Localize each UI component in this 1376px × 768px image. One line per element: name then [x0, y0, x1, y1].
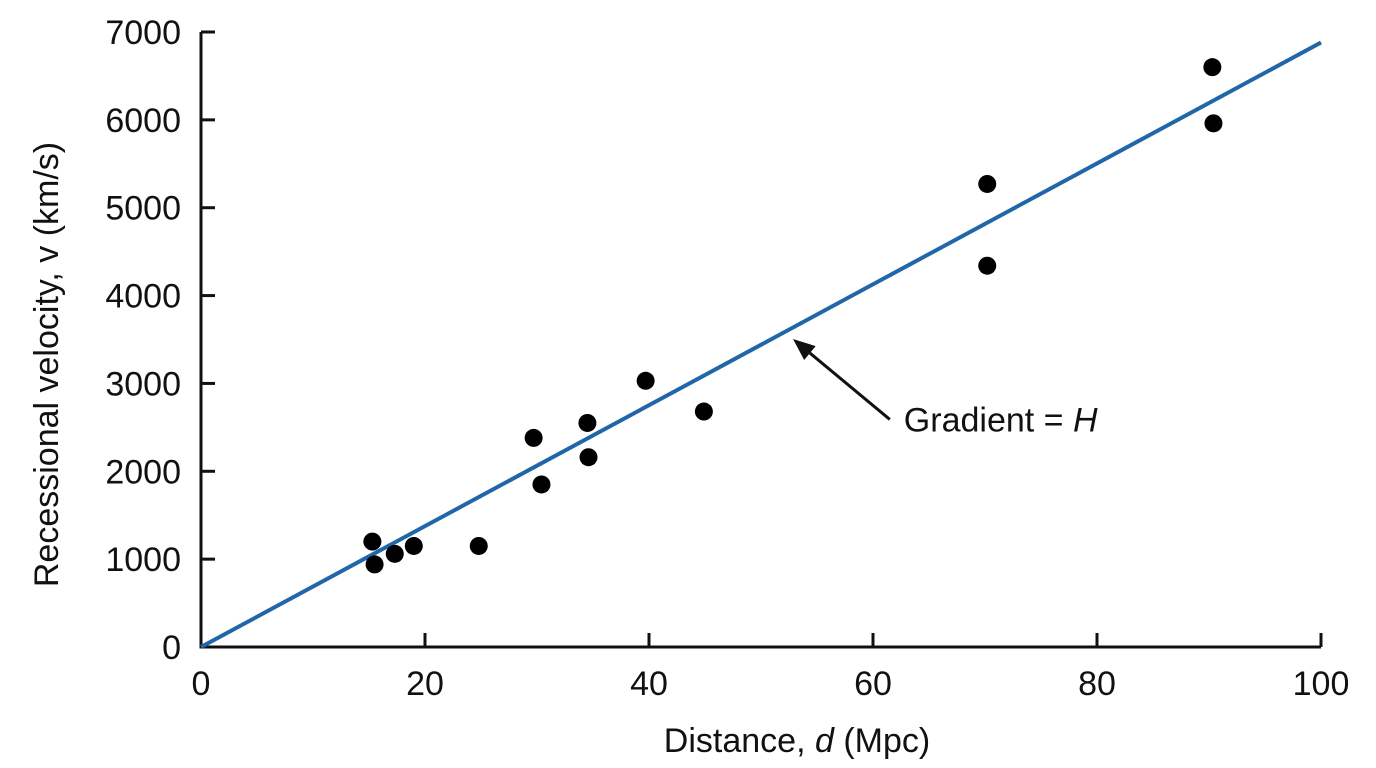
data-point [363, 532, 382, 551]
x-axis-title-suffix: (Mpc) [834, 722, 930, 760]
x-axis-title: Distance, d (Mpc) [664, 722, 930, 760]
data-point [365, 555, 384, 574]
data-point [978, 174, 997, 193]
y-tick-label: 6000 [105, 102, 181, 140]
y-tick-label: 1000 [105, 541, 181, 579]
x-ticks: 0 20 40 60 80 100 [192, 633, 1350, 703]
fit-line [200, 40, 1322, 649]
data-point [1204, 114, 1223, 133]
y-ticks: 0 1000 2000 3000 4000 5000 6000 7000 [105, 14, 215, 667]
x-axis-title-variable: d [815, 722, 835, 760]
x-tick-label: 80 [1078, 665, 1116, 703]
x-tick-label: 100 [1293, 665, 1350, 703]
x-tick-label: 60 [854, 665, 892, 703]
annotation: Gradient = H [793, 338, 1098, 439]
x-tick-label: 20 [406, 665, 444, 703]
data-point [978, 256, 997, 275]
data-point [524, 428, 543, 447]
data-point [404, 536, 423, 555]
y-tick-label: 7000 [105, 14, 181, 52]
x-tick-label: 40 [630, 665, 668, 703]
annotation-label: Gradient = H [904, 401, 1098, 439]
x-tick-label: 0 [192, 665, 211, 703]
x-axis-title-prefix: Distance, [664, 722, 815, 760]
annotation-variable: H [1073, 401, 1098, 439]
y-tick-label: 0 [162, 629, 181, 667]
y-tick-label: 2000 [105, 453, 181, 491]
data-point [385, 544, 404, 563]
data-point [579, 448, 598, 467]
data-point [578, 413, 597, 432]
y-axis-title: Recessional velocity, v (km/s) [28, 142, 66, 587]
data-point [636, 371, 655, 390]
data-point [469, 536, 488, 555]
data-point [532, 475, 551, 494]
y-tick-label: 4000 [105, 278, 181, 316]
data-point [1203, 58, 1222, 77]
y-tick-label: 5000 [105, 190, 181, 228]
annotation-arrow [808, 351, 891, 421]
annotation-arrowhead [793, 338, 816, 360]
annotation-prefix: Gradient = [904, 401, 1073, 439]
y-tick-label: 3000 [105, 365, 181, 403]
data-point [694, 402, 713, 421]
data-points [363, 58, 1223, 574]
